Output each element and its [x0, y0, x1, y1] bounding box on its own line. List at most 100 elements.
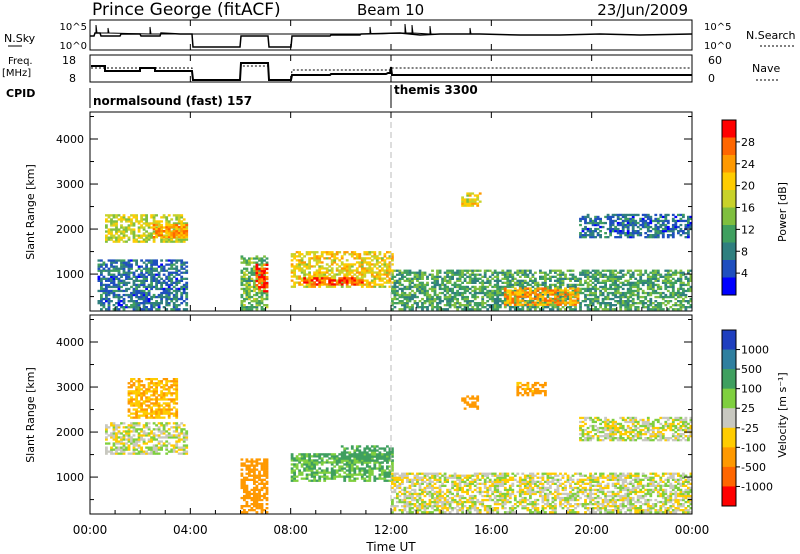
- heatmap-cell: [646, 217, 650, 221]
- heatmap-cell: [343, 269, 347, 272]
- heatmap-cell: [544, 281, 547, 284]
- heatmap-cell: [513, 283, 517, 287]
- heatmap-cell: [157, 434, 161, 437]
- heatmap-cell: [569, 293, 572, 296]
- heatmap-cell: [140, 448, 143, 451]
- heatmap-cell: [100, 263, 103, 266]
- heatmap-cell: [350, 263, 354, 266]
- heatmap-cell: [110, 450, 113, 453]
- heatmap-cell: [656, 236, 660, 239]
- heatmap-cell: [127, 238, 131, 241]
- heatmap-cell: [180, 279, 184, 282]
- heatmap-cell: [496, 302, 500, 305]
- heatmap-cell: [160, 277, 163, 280]
- heatmap-cell: [609, 279, 612, 282]
- heatmap-cell: [677, 293, 680, 297]
- heatmap-cell: [263, 464, 266, 467]
- heatmap-cell: [559, 269, 562, 272]
- heatmap-cell: [669, 283, 673, 287]
- heatmap-cell: [263, 460, 266, 463]
- heatmap-cell: [599, 271, 602, 274]
- heatmap-cell: [513, 289, 517, 293]
- heatmap-cell: [604, 279, 607, 282]
- heatmap-cell: [486, 269, 490, 272]
- heatmap-cell: [240, 279, 244, 282]
- heatmap-cell: [140, 436, 143, 439]
- heatmap-cell: [355, 465, 359, 468]
- heatmap-cell: [561, 306, 565, 309]
- heatmap-cell: [253, 494, 256, 498]
- heatmap-cell: [248, 277, 251, 280]
- heatmap-cell: [175, 402, 179, 405]
- heatmap-cell: [97, 259, 101, 262]
- heatmap-cell: [165, 216, 169, 219]
- heatmap-cell: [100, 265, 103, 268]
- heatmap-cell: [172, 448, 176, 451]
- heatmap-cell: [318, 267, 322, 270]
- heatmap-cell: [343, 463, 347, 466]
- heatmap-cell: [162, 432, 166, 435]
- heatmap-cell: [561, 277, 565, 280]
- heatmap-cell: [546, 295, 550, 299]
- heatmap-cell: [661, 234, 665, 237]
- heatmap-cell: [165, 227, 169, 231]
- heatmap-cell: [491, 271, 495, 274]
- heatmap-cell: [130, 218, 133, 221]
- heatmap-cell: [165, 238, 169, 241]
- heatmap-cell: [408, 293, 412, 297]
- heatmap-cell: [303, 277, 306, 280]
- heatmap-cell: [438, 300, 442, 303]
- heatmap-cell: [368, 475, 372, 478]
- heatmap-cell: [175, 279, 179, 282]
- heatmap-cell: [594, 273, 597, 276]
- heatmap-cell: [486, 293, 490, 297]
- heatmap-cell: [486, 291, 490, 295]
- heatmap-cell: [671, 304, 675, 307]
- heatmap-cell: [614, 285, 617, 289]
- heatmap-cell: [438, 297, 442, 301]
- heatmap-cell: [671, 293, 675, 297]
- heatmap-cell: [381, 477, 384, 480]
- heatmap-cell: [180, 240, 184, 243]
- heatmap-cell: [370, 259, 374, 262]
- heatmap-cell: [265, 490, 269, 494]
- heatmap-cell: [448, 271, 452, 274]
- heatmap-cell: [245, 476, 249, 479]
- heatmap-cell: [534, 295, 537, 299]
- heatmap-cell: [661, 227, 665, 231]
- heatmap-cell: [634, 213, 638, 217]
- heatmap-cell: [162, 289, 166, 293]
- heatmap-cell: [646, 230, 650, 233]
- heatmap-cell: [253, 488, 256, 492]
- heatmap-cell: [636, 306, 640, 309]
- heatmap-cell: [248, 306, 251, 309]
- heatmap-cell: [554, 285, 557, 289]
- heatmap-cell: [579, 271, 582, 274]
- heatmap-cell: [300, 257, 304, 260]
- heatmap-cell: [250, 492, 254, 496]
- heatmap-cell: [373, 263, 377, 266]
- heatmap-cell: [556, 289, 560, 292]
- heatmap-cell: [320, 255, 324, 258]
- heatmap-cell: [353, 279, 357, 282]
- heatmap-cell: [418, 289, 422, 293]
- heatmap-cell: [182, 428, 186, 431]
- heatmap-cell: [406, 297, 409, 301]
- heatmap-cell: [110, 452, 113, 455]
- heatmap-cell: [240, 308, 244, 311]
- heatmap-cell: [325, 285, 329, 288]
- heatmap-cell: [398, 287, 402, 291]
- heatmap-cell: [245, 505, 249, 508]
- heatmap-cell: [579, 219, 582, 223]
- heatmap-cell: [626, 308, 630, 311]
- heatmap-cell: [581, 271, 585, 274]
- heatmap-cell: [263, 267, 266, 271]
- heatmap-cell: [644, 219, 648, 223]
- heatmap-cell: [245, 496, 249, 500]
- heatmap-cell: [649, 219, 653, 223]
- heatmap-cell: [561, 271, 565, 274]
- heatmap-cell: [416, 295, 419, 299]
- heatmap-cell: [508, 285, 512, 289]
- heatmap-cell: [661, 302, 665, 305]
- heatmap-cell: [258, 507, 261, 510]
